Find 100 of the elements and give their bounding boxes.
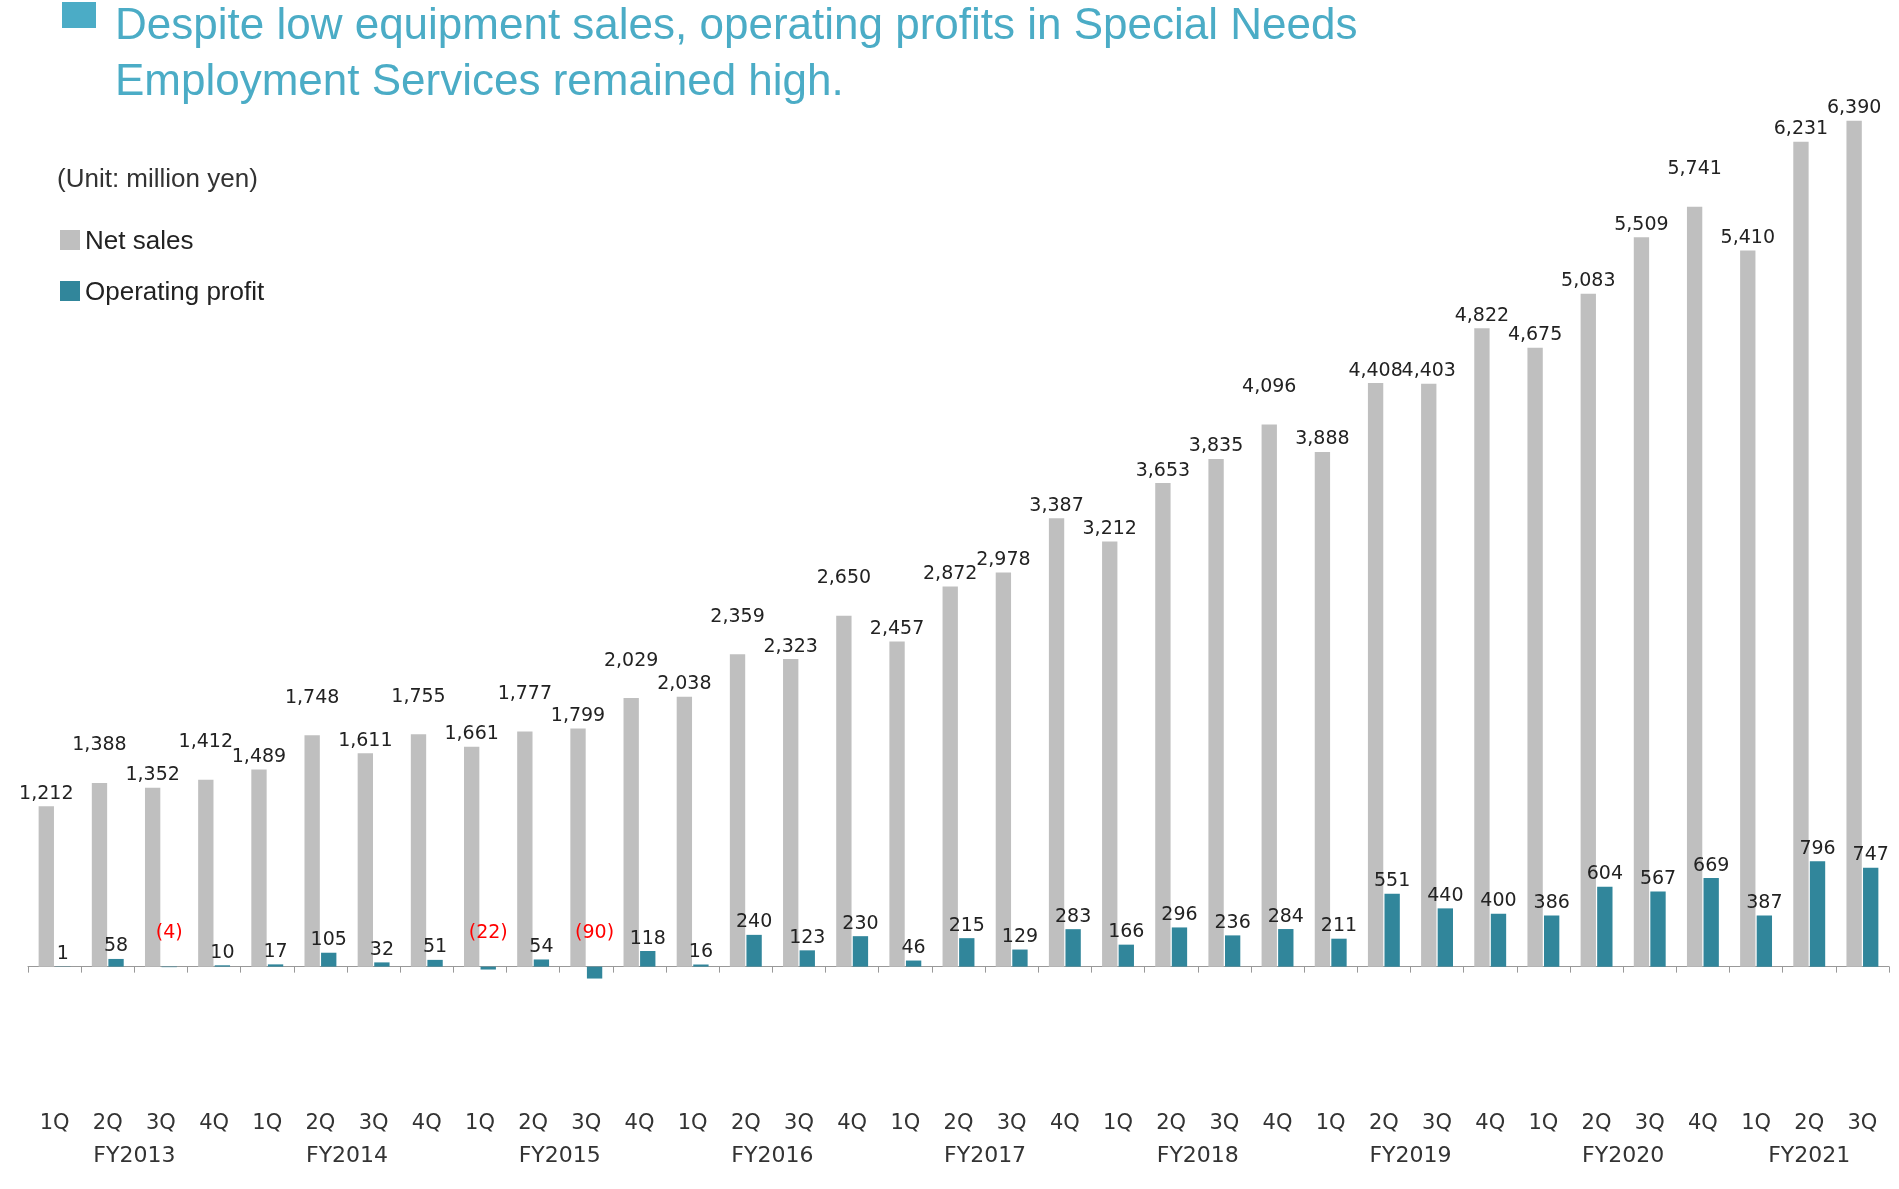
bar <box>321 952 337 967</box>
bar <box>640 951 656 967</box>
x-tick-label: 2Q <box>92 1109 123 1134</box>
x-tick-label: 1Q <box>677 1109 708 1134</box>
data-label: (22) <box>468 920 508 943</box>
data-label: 387 <box>1746 889 1783 912</box>
data-label: 10 <box>210 939 235 962</box>
x-tick-label: 1Q <box>1741 1109 1772 1134</box>
data-label: 2,650 <box>816 565 872 588</box>
x-tick-label: 2Q <box>518 1109 549 1134</box>
data-label: 118 <box>629 925 666 948</box>
data-label: 3,653 <box>1135 457 1191 480</box>
bar <box>799 950 815 967</box>
x-tick-label: 1Q <box>465 1109 495 1134</box>
data-label: 1,777 <box>497 680 553 703</box>
data-label: 3,835 <box>1188 433 1244 456</box>
x-tick-label: 4Q <box>199 1109 230 1134</box>
x-tick-label: 2Q <box>1156 1109 1187 1134</box>
data-label: 4,096 <box>1242 373 1297 396</box>
data-label: 17 <box>263 938 288 961</box>
data-label: 1,489 <box>231 744 287 767</box>
data-label: 58 <box>103 933 129 956</box>
x-tick-label: 3Q <box>1422 1109 1452 1134</box>
bar <box>905 960 922 967</box>
bar <box>1331 938 1347 967</box>
data-label: (4) <box>155 920 183 943</box>
bar <box>1809 861 1826 967</box>
data-label: 6,231 <box>1773 116 1829 139</box>
data-label: (90) <box>575 920 615 943</box>
data-label: 1,799 <box>550 702 606 725</box>
bar <box>1437 908 1453 967</box>
data-label: 4,408 <box>1348 357 1403 380</box>
data-label: 669 <box>1693 852 1730 875</box>
x-tick-label: 4Q <box>624 1109 655 1134</box>
data-label: 5,741 <box>1667 156 1722 179</box>
x-tick-label: 1Q <box>890 1109 921 1134</box>
data-label: 2,978 <box>976 546 1031 569</box>
x-tick-label: 1Q <box>1315 1109 1346 1134</box>
bar <box>1065 929 1081 967</box>
data-label: 386 <box>1533 890 1570 913</box>
bar <box>267 964 284 967</box>
bar <box>357 753 373 967</box>
data-label: 5,509 <box>1614 211 1669 234</box>
x-tick-label: 2Q <box>730 1109 761 1134</box>
x-tick-label: 1Q <box>1528 1109 1559 1134</box>
x-tick-label: 4Q <box>837 1109 868 1134</box>
data-label: 1,755 <box>391 683 446 706</box>
bar <box>959 938 975 967</box>
bar <box>533 959 550 967</box>
bar <box>746 934 762 967</box>
x-tick-label: 2Q <box>1794 1109 1825 1134</box>
data-label: 211 <box>1320 913 1358 936</box>
data-label: 1,212 <box>19 780 74 803</box>
data-label: 2,029 <box>603 647 659 670</box>
x-tick-label: 1Q <box>39 1109 70 1134</box>
text: FY2017 <box>944 1141 1027 1167</box>
bar <box>852 936 869 967</box>
bar <box>427 959 443 967</box>
bar <box>1756 915 1773 967</box>
chart-title: Despite low equipment sales, operating profits in Special Needs Employment Services remained high. <box>115 0 1370 104</box>
data-label: 4,403 <box>1401 358 1456 381</box>
bar <box>1171 927 1188 967</box>
data-label: 567 <box>1639 866 1677 889</box>
data-label: 105 <box>310 927 347 950</box>
text: FY2014 <box>305 1141 389 1167</box>
data-label: 2,457 <box>869 615 925 638</box>
data-label: 440 <box>1427 882 1464 905</box>
data-label: 551 <box>1374 868 1411 891</box>
x-tick-label: 3Q <box>145 1109 176 1134</box>
x-tick-label: 3Q <box>571 1109 602 1134</box>
bar <box>1012 949 1028 967</box>
legend-label: Net sales <box>85 225 194 255</box>
text: FY2019 <box>1369 1141 1452 1167</box>
data-label: 46 <box>901 935 926 958</box>
data-label: 3,888 <box>1295 426 1350 449</box>
text: FY2021 <box>1768 1141 1851 1167</box>
x-tick-label: 4Q <box>1687 1109 1718 1134</box>
data-label: 604 <box>1586 861 1623 884</box>
bar <box>586 966 603 979</box>
data-label: 54 <box>529 933 554 956</box>
x-tick-label: 2Q <box>1581 1109 1612 1134</box>
bar <box>480 966 496 970</box>
bar <box>1597 886 1613 967</box>
data-label: 240 <box>735 909 773 932</box>
x-tick-label: 3Q <box>358 1109 389 1134</box>
data-label: 2,872 <box>923 560 978 583</box>
data-label: 236 <box>1214 909 1251 932</box>
data-label: 283 <box>1054 903 1092 926</box>
data-label: 3,387 <box>1029 492 1084 515</box>
bar <box>1118 944 1134 967</box>
data-label: 51 <box>422 934 448 957</box>
x-tick-label: 4Q <box>1262 1109 1293 1134</box>
bar <box>374 962 390 967</box>
data-label: 5,410 <box>1720 224 1775 247</box>
data-label: 129 <box>1001 924 1039 947</box>
bar <box>251 769 267 967</box>
data-label: 747 <box>1852 842 1889 865</box>
bar <box>1278 929 1294 967</box>
bar <box>108 958 124 967</box>
data-label: 400 <box>1480 888 1517 911</box>
